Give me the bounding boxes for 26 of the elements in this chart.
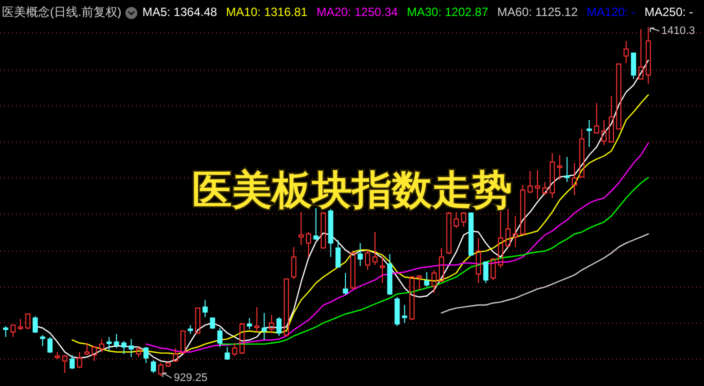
text: MA30: 1202.87 <box>406 5 489 20</box>
candlestick <box>550 152 555 198</box>
candlestick <box>624 40 629 64</box>
text: MA250: - <box>644 5 694 20</box>
candlestick <box>262 312 267 340</box>
candlestick <box>202 300 208 318</box>
candlestick <box>586 120 592 148</box>
candlestick <box>358 242 363 266</box>
text: MA10: 1316.81 <box>226 5 308 20</box>
candlestick <box>476 238 482 284</box>
candlestick <box>534 169 540 200</box>
annotation: 929.25 <box>174 372 208 384</box>
text: MA20: 1250.34 <box>316 5 398 20</box>
candlestick <box>557 154 562 181</box>
candlestick <box>298 212 304 246</box>
candlestick <box>646 26 651 85</box>
text: MA5: 1364.48 <box>142 5 218 20</box>
candlestick <box>380 256 385 284</box>
candlestick <box>512 215 518 248</box>
candlestick <box>128 338 134 358</box>
annotation: 医美板块指数走势 <box>192 168 512 213</box>
text: MA120: - <box>586 5 636 20</box>
text: MA60: 1125.12 <box>497 5 578 20</box>
candlestick <box>572 162 578 196</box>
chart-title: 医美概念(日线.前复权) <box>2 5 122 20</box>
text: 1410.3 <box>661 24 695 37</box>
